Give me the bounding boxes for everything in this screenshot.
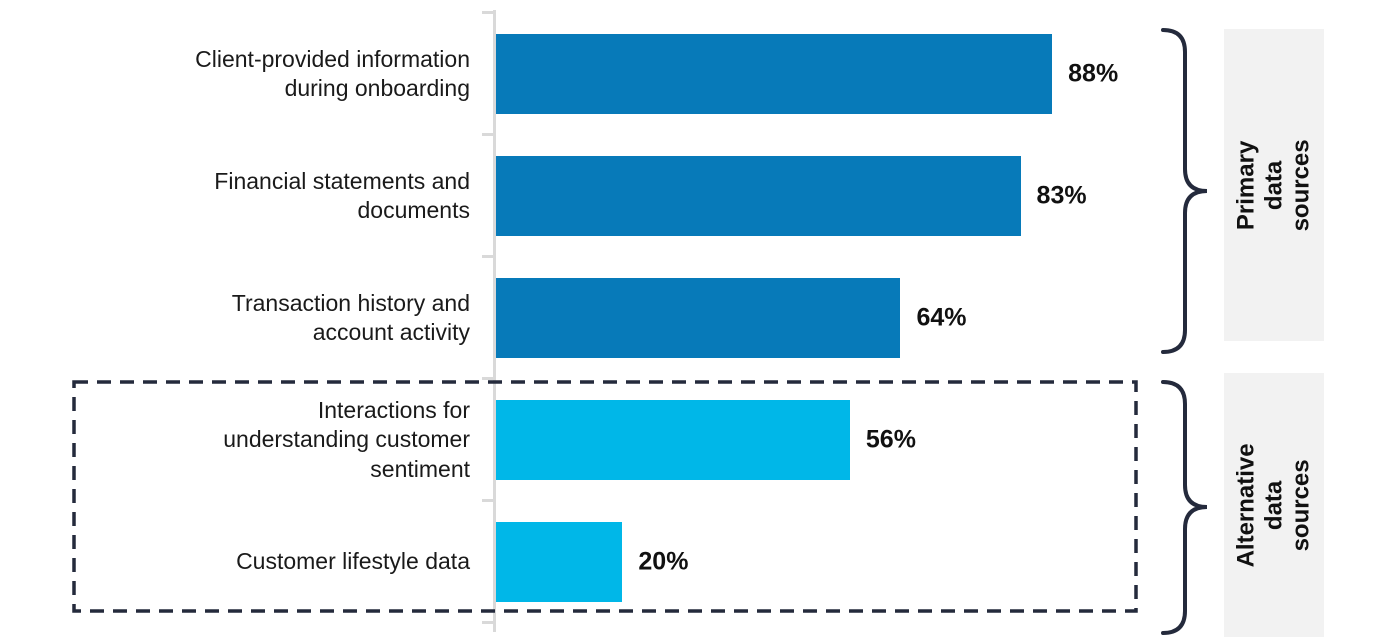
y-axis-line bbox=[493, 10, 496, 632]
category-label: Customer lifestyle data bbox=[236, 548, 470, 575]
category-label: Transaction history and account activity bbox=[231, 289, 470, 345]
group-label-primary-data-sources: Primary data sources bbox=[1224, 29, 1324, 341]
bar-financial-statements bbox=[496, 156, 1021, 236]
axis-tick bbox=[482, 377, 494, 380]
bar-customer-lifestyle bbox=[496, 522, 623, 602]
axis-tick bbox=[482, 255, 494, 258]
axis-tick bbox=[482, 621, 494, 624]
value-label: 64% bbox=[916, 303, 967, 332]
value-label: 20% bbox=[638, 547, 689, 576]
bar-row-customer-lifestyle: Customer lifestyle data 20% bbox=[0, 501, 1400, 623]
group-label-alternative-data-sources: Alternative data sources bbox=[1224, 373, 1324, 637]
bar-row-financial-statements: Financial statements and documents 83% bbox=[0, 135, 1400, 257]
bar-customer-sentiment bbox=[496, 400, 850, 480]
group-label-text: Alternative data sources bbox=[1232, 442, 1315, 568]
category-label: Client-provided information during onboa… bbox=[195, 45, 470, 101]
group-label-text: Primary data sources bbox=[1232, 138, 1315, 232]
value-label: 88% bbox=[1068, 59, 1119, 88]
bar-transaction-history bbox=[496, 278, 901, 358]
category-label: Interactions for understanding customer … bbox=[223, 396, 470, 482]
category-label: Financial statements and documents bbox=[214, 167, 470, 223]
bar-row-client-provided-info: Client-provided information during onboa… bbox=[0, 13, 1400, 135]
bar-client-provided-info bbox=[496, 34, 1053, 114]
bar-row-transaction-history: Transaction history and account activity… bbox=[0, 257, 1400, 379]
value-label: 56% bbox=[865, 425, 916, 454]
bar-row-customer-sentiment: Interactions for understanding customer … bbox=[0, 379, 1400, 501]
value-label: 83% bbox=[1036, 181, 1087, 210]
axis-tick bbox=[482, 11, 494, 14]
axis-tick bbox=[482, 133, 494, 136]
